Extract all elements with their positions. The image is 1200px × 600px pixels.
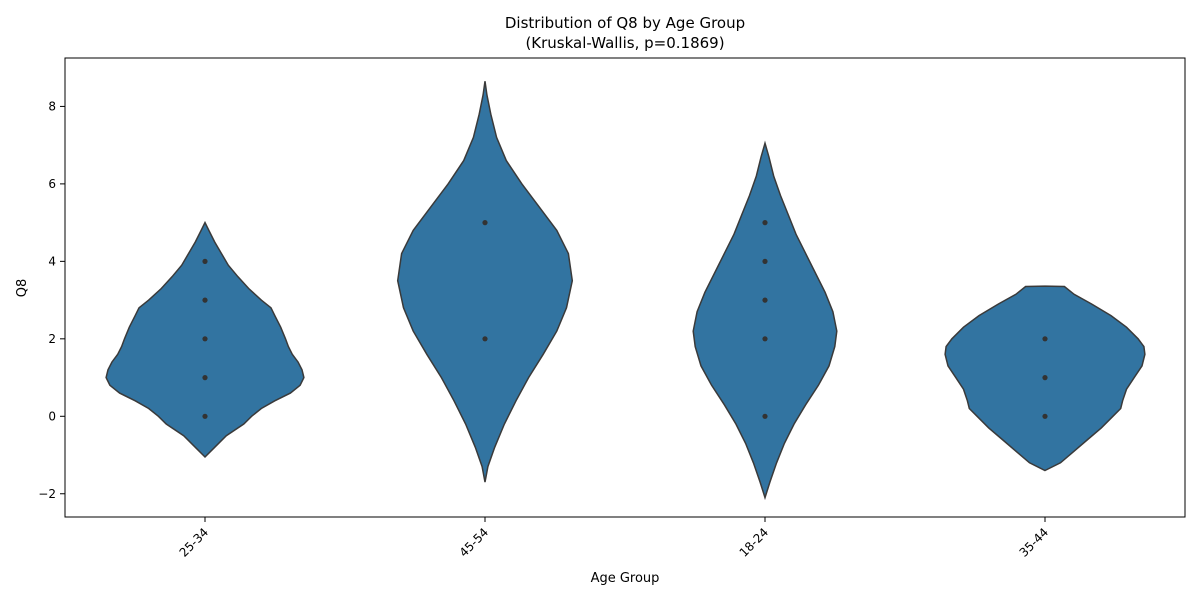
x-axis-label: Age Group bbox=[591, 571, 660, 586]
y-tick-label: 8 bbox=[48, 99, 56, 113]
chart-title: Distribution of Q8 by Age Group bbox=[505, 14, 745, 32]
x-tick-label: 18-24 bbox=[737, 525, 772, 560]
data-point-25-34 bbox=[202, 375, 208, 381]
data-point-35-44 bbox=[1042, 336, 1048, 342]
data-point-25-34 bbox=[202, 413, 208, 419]
data-point-18-24 bbox=[762, 220, 768, 226]
data-point-18-24 bbox=[762, 413, 768, 419]
chart-subtitle: (Kruskal-Wallis, p=0.1869) bbox=[525, 34, 724, 52]
x-tick-label: 35-44 bbox=[1017, 525, 1052, 560]
data-point-25-34 bbox=[202, 336, 208, 342]
y-tick-label: −2 bbox=[38, 487, 56, 501]
x-tick-label: 45-54 bbox=[457, 525, 492, 560]
violin-18-24 bbox=[692, 140, 838, 501]
data-point-45-54 bbox=[482, 220, 488, 226]
plot-frame bbox=[64, 57, 1186, 518]
y-axis: −2 0 2 4 6 8 bbox=[38, 99, 65, 501]
y-tick-label: 6 bbox=[48, 177, 56, 191]
data-point-25-34 bbox=[202, 297, 208, 303]
y-tick-label: 4 bbox=[48, 254, 56, 268]
data-point-18-24 bbox=[762, 297, 768, 303]
violin-45-54 bbox=[396, 81, 574, 483]
data-point-45-54 bbox=[482, 336, 488, 342]
data-point-35-44 bbox=[1042, 375, 1048, 381]
data-point-18-24 bbox=[762, 258, 768, 264]
y-tick-label: 2 bbox=[48, 332, 56, 346]
y-axis-label: Q8 bbox=[15, 279, 30, 298]
data-point-18-24 bbox=[762, 336, 768, 342]
data-point-35-44 bbox=[1042, 413, 1048, 419]
x-tick-label: 25-34 bbox=[177, 525, 212, 560]
y-tick-label: 0 bbox=[48, 409, 56, 423]
x-axis: 25-34 45-54 18-24 35-44 bbox=[177, 517, 1052, 560]
violin-group bbox=[105, 81, 1146, 501]
point-group bbox=[202, 220, 1048, 419]
data-point-25-34 bbox=[202, 258, 208, 264]
